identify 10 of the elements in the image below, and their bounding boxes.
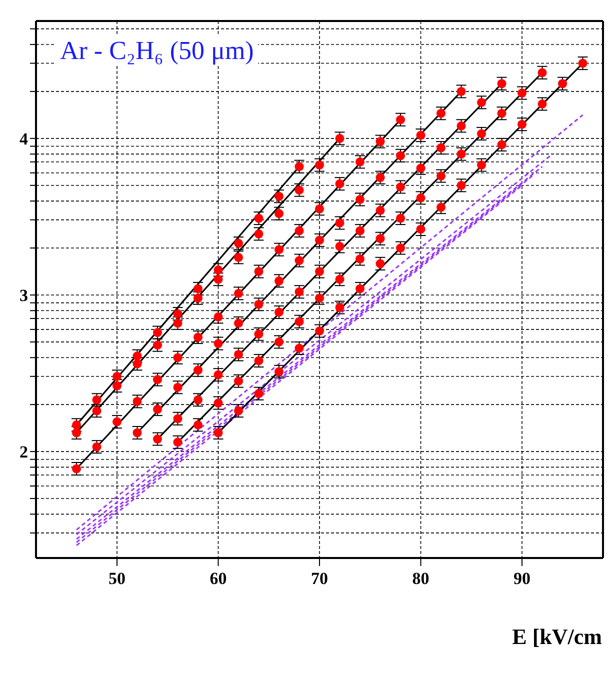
x-tick-label: 50 xyxy=(108,569,126,588)
y-tick-label: 2 xyxy=(20,442,28,462)
y-tick-label: 3 xyxy=(20,286,28,306)
x-axis-title: E [kV/cm xyxy=(512,624,602,650)
y-tick-label: 4 xyxy=(20,129,28,148)
x-tick-label: 90 xyxy=(514,569,530,588)
x-tick-label: 80 xyxy=(412,569,430,588)
x-tick-label: 60 xyxy=(210,569,227,588)
text: Ar - C₂H₆ (50 μm) xyxy=(56,36,258,66)
x-tick-label: 70 xyxy=(311,569,328,588)
